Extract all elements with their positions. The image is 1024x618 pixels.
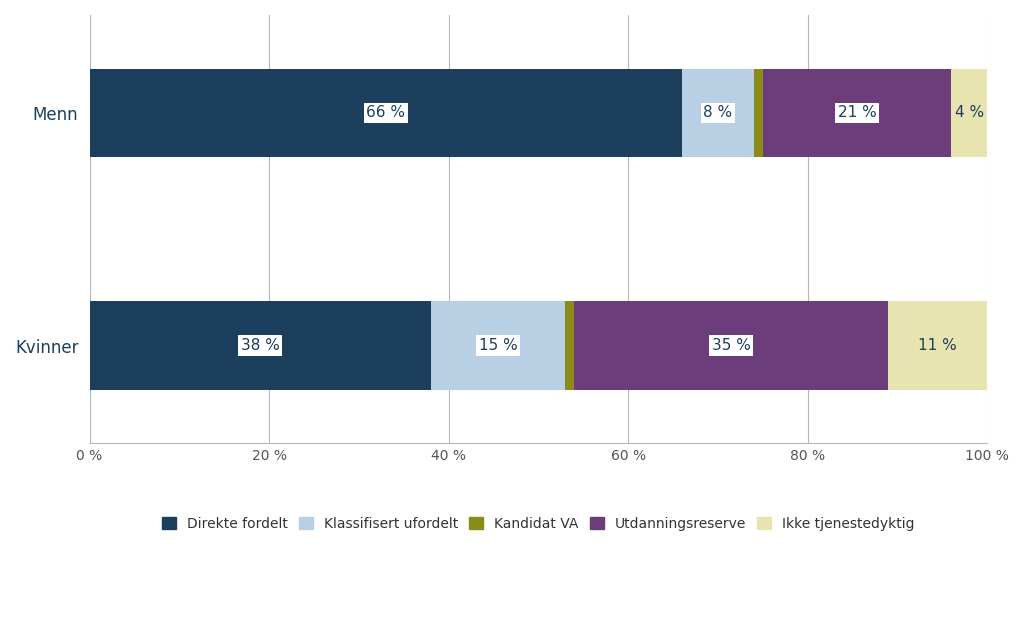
Bar bbox=[431, 302, 565, 390]
Bar bbox=[90, 302, 431, 390]
Bar bbox=[763, 69, 951, 157]
Bar bbox=[889, 302, 987, 390]
Text: 21 %: 21 % bbox=[838, 105, 877, 121]
Text: 66 %: 66 % bbox=[367, 105, 406, 121]
Bar bbox=[951, 69, 987, 157]
Bar bbox=[565, 302, 574, 390]
Bar bbox=[682, 69, 754, 157]
Text: 35 %: 35 % bbox=[712, 338, 751, 353]
Text: 15 %: 15 % bbox=[478, 338, 517, 353]
Bar bbox=[90, 69, 682, 157]
Legend: Direkte fordelt, Klassifisert ufordelt, Kandidat VA, Utdanningsreserve, Ikke tje: Direkte fordelt, Klassifisert ufordelt, … bbox=[162, 517, 914, 531]
Text: 11 %: 11 % bbox=[919, 338, 957, 353]
Text: 8 %: 8 % bbox=[703, 105, 732, 121]
Text: 4 %: 4 % bbox=[954, 105, 984, 121]
Bar bbox=[754, 69, 763, 157]
Text: 38 %: 38 % bbox=[241, 338, 280, 353]
Bar bbox=[574, 302, 889, 390]
